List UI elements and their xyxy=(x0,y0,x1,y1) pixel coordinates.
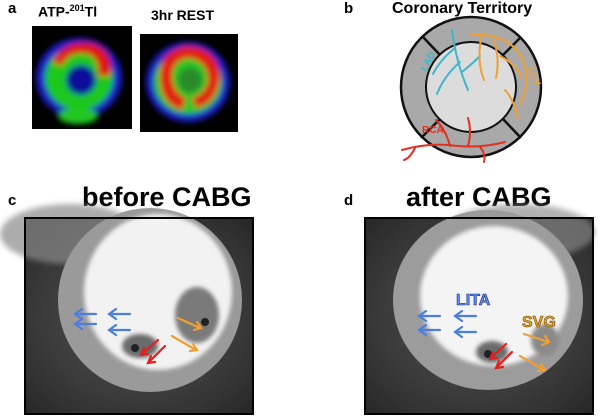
perfusion-stress-red-arc xyxy=(52,42,111,76)
perfusion-stress-inferior xyxy=(58,108,98,124)
perfusion-rest-cavity xyxy=(178,67,202,93)
lad-vessel-branch-1 xyxy=(432,47,456,75)
lad-vessel-branch-2 xyxy=(436,61,461,95)
rca-vessel-main xyxy=(401,141,506,151)
panel-b-letter: b xyxy=(344,0,354,17)
ct-before-lcx-vessel xyxy=(201,318,209,326)
ct-after-arrow-blue-1 xyxy=(417,309,442,323)
ct-after-red-arrows xyxy=(488,342,514,370)
ct-after-arrows xyxy=(417,309,551,373)
ct-after-frame xyxy=(364,217,594,415)
ct-before-arrow-blue-4 xyxy=(107,323,132,337)
lita-label: LITA xyxy=(456,292,491,309)
ct-after-blue-arrows xyxy=(417,309,478,339)
panel-a-left-title: ATP-201Tl xyxy=(38,3,97,20)
ct-before-arrow-orange-2 xyxy=(170,334,199,353)
lcx-vessel-branch-3 xyxy=(499,55,523,79)
rca-vessel-branch-2 xyxy=(467,117,471,147)
lcx-vessels xyxy=(469,33,528,119)
ct-before-inferior-defect xyxy=(122,334,158,358)
ct-after-arrow-orange-1 xyxy=(522,332,551,347)
ct-before-arrow-blue-2 xyxy=(73,317,98,331)
panel-c-letter: c xyxy=(8,192,17,209)
bullseye-divider-ul xyxy=(422,36,441,56)
ct-before-arrow-blue-3 xyxy=(107,307,132,321)
ct-after-arrow-orange-2 xyxy=(518,354,547,373)
bullseye-diagram: LAD LCX RCA xyxy=(399,15,542,163)
ct-after-arrow-blue-2 xyxy=(417,323,442,337)
lcx-vessel-branch-1 xyxy=(478,33,485,81)
ct-before-frame xyxy=(24,217,254,415)
lcx-vessel-branch-2 xyxy=(493,39,499,79)
ct-before-lv-cavity xyxy=(84,214,232,370)
svg-label: SVG xyxy=(522,314,556,331)
ct-before-papillary xyxy=(175,287,219,343)
ct-before-red-arrows xyxy=(139,338,167,365)
ct-after-arrow-blue-4 xyxy=(453,325,478,339)
rca-vessel-branch-3 xyxy=(479,146,486,163)
perfusion-stress-cavity xyxy=(66,65,96,95)
ct-before-arrow-blue-1 xyxy=(73,307,98,321)
panel-a-right-title: 3hr REST xyxy=(151,7,215,23)
rca-vessel-branch-1 xyxy=(435,119,451,147)
ct-before-arrow-orange-1 xyxy=(176,316,203,332)
ct-before-arrows xyxy=(73,307,203,365)
ct-before-arrow-red-1 xyxy=(139,338,160,357)
rca-label: RCA xyxy=(422,125,444,136)
ct-before-rca-vessel xyxy=(131,344,139,352)
lad-vessel-main xyxy=(451,29,469,91)
rca-vessels xyxy=(401,117,506,163)
panel-a-left-title-main: ATP- xyxy=(38,3,70,20)
ct-scan-before xyxy=(0,204,254,415)
panel-a-letter: a xyxy=(8,0,17,17)
perfusion-map-stress xyxy=(32,26,132,129)
bullseye-divider-lr xyxy=(502,118,522,139)
ct-after-arrow-red-1 xyxy=(488,342,508,361)
ct-scan-after xyxy=(364,204,595,415)
ct-before-orange-arrows xyxy=(170,316,203,353)
ct-after-arrow-blue-3 xyxy=(453,309,478,323)
ct-before-blue-arrows xyxy=(73,307,132,337)
panel-d-letter: d xyxy=(344,192,354,209)
lcx-vessel-branch-4 xyxy=(504,89,519,119)
perfusion-map-rest xyxy=(140,34,238,132)
ct-before-arrow-red-2 xyxy=(146,344,167,365)
ct-after-orange-arrows xyxy=(518,332,551,373)
panel-b-title: Coronary Territory xyxy=(392,0,533,17)
perfusion-rest-red-ring xyxy=(160,46,220,110)
panel-a-left-title-tail: Tl xyxy=(84,3,98,20)
panel-c-title: before CABG xyxy=(82,182,252,212)
lcx-vessel-main xyxy=(469,33,528,105)
ct-after-rca-vessel xyxy=(484,350,492,358)
rca-vessel-branch-4 xyxy=(403,147,416,161)
panel-a-left-title-sup: 201 xyxy=(69,3,85,13)
ct-after-arrow-red-2 xyxy=(494,350,514,370)
